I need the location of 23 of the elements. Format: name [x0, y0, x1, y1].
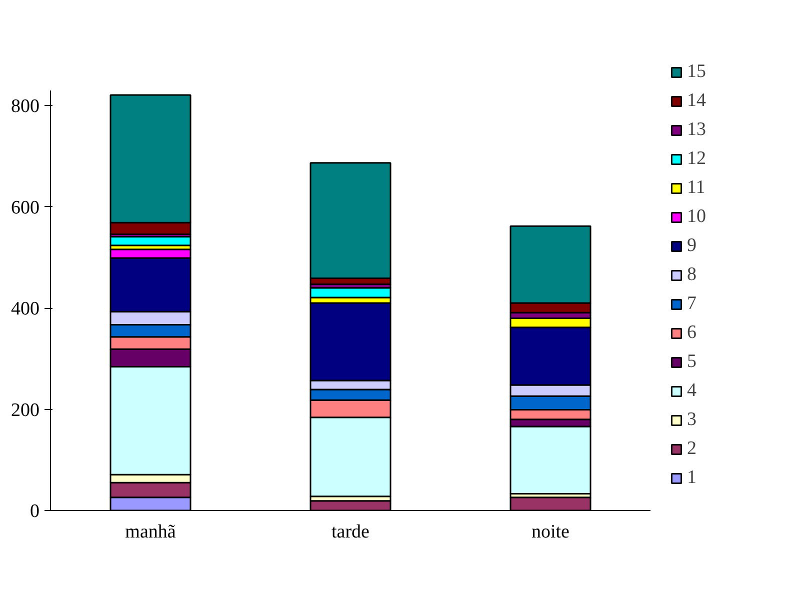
y-tick-label: 400: [11, 298, 40, 320]
legend-label: 10: [687, 204, 707, 228]
legend-label: 4: [687, 378, 698, 402]
legend-label: 6: [687, 320, 698, 344]
y-tick-label: 200: [11, 400, 40, 421]
x-tick-label: manhã: [125, 522, 176, 542]
x-tick-label: noite: [532, 522, 570, 542]
legend-label: 15: [687, 60, 707, 84]
legend-label: 11: [687, 176, 706, 200]
legend-label: 8: [687, 262, 698, 286]
legend-label: 14: [687, 88, 707, 112]
legend-label: 9: [687, 234, 698, 258]
legend-label: 1: [687, 466, 698, 490]
y-tick-label: 600: [11, 197, 40, 218]
legend-label: 2: [687, 436, 698, 460]
legend-label: 13: [687, 118, 707, 142]
legend-label: 12: [687, 146, 707, 170]
legend-label: 7: [687, 292, 698, 316]
x-tick-label: tarde: [332, 522, 370, 542]
legend-label: 3: [687, 408, 698, 432]
legend-label: 5: [687, 350, 698, 374]
y-tick-label: 800: [11, 96, 40, 118]
y-tick-label: 0: [30, 501, 40, 522]
